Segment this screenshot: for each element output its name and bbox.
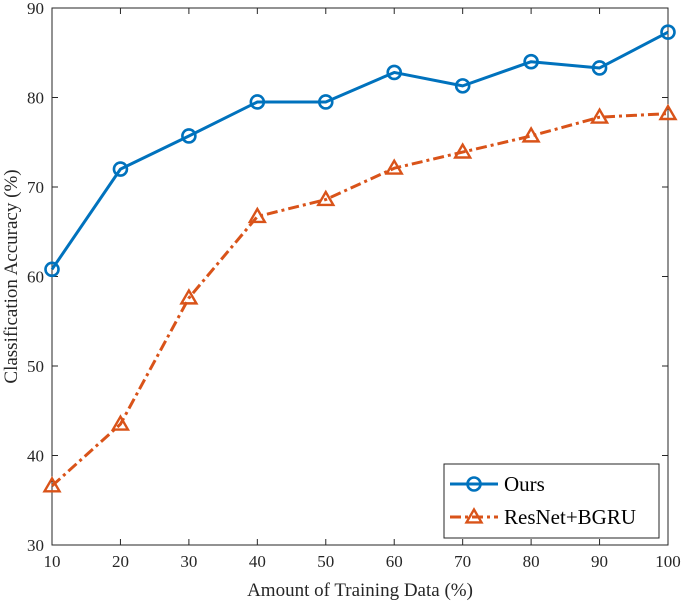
series-line <box>50 112 669 488</box>
legend-label: Ours <box>504 472 545 496</box>
data-point <box>386 64 403 81</box>
y-tick-label: 30 <box>27 536 44 555</box>
data-point <box>181 128 197 144</box>
legend-marker <box>464 507 484 524</box>
data-point <box>453 142 473 159</box>
y-tick-label: 60 <box>27 268 44 287</box>
data-point <box>658 103 678 121</box>
series-resnet-bgru <box>42 103 678 493</box>
series-line <box>50 30 669 271</box>
legend-marker <box>466 476 482 492</box>
legend-item: ResNet+BGRU <box>450 505 636 529</box>
x-axis-label: Amount of Training Data (%) <box>247 580 473 601</box>
x-tick-label: 100 <box>655 552 681 571</box>
data-point <box>247 206 267 224</box>
data-point <box>42 476 62 493</box>
data-point <box>523 53 539 70</box>
data-point <box>589 107 610 124</box>
legend: Ours ResNet+BGRU <box>443 463 660 539</box>
y-axis-label: Classification Accuracy (%) <box>1 169 22 383</box>
y-tick-label: 50 <box>27 357 44 376</box>
data-point <box>660 24 676 40</box>
x-tick-label: 90 <box>591 552 608 571</box>
data-point <box>249 94 266 110</box>
x-tick-label: 40 <box>249 552 266 571</box>
y-tick-label: 80 <box>27 89 44 108</box>
legend-box <box>443 463 660 539</box>
legend-item: Ours <box>450 472 545 496</box>
series-ours <box>44 24 676 278</box>
data-point <box>316 189 336 207</box>
x-tick-label: 70 <box>454 552 471 571</box>
data-point <box>591 60 608 76</box>
x-tick-label: 60 <box>386 552 403 571</box>
data-point <box>317 94 334 110</box>
data-point <box>384 158 404 175</box>
x-tick-label: 10 <box>44 552 61 571</box>
y-tick-label: 90 <box>27 0 44 18</box>
x-tick-label: 30 <box>180 552 197 571</box>
x-tick-label: 80 <box>523 552 540 571</box>
data-point <box>521 126 541 143</box>
data-point <box>179 288 199 305</box>
data-point <box>454 78 471 94</box>
data-point <box>44 261 60 278</box>
legend-label: ResNet+BGRU <box>504 505 636 529</box>
x-tick-label: 50 <box>317 552 334 571</box>
data-point <box>110 414 131 431</box>
y-tick-label: 70 <box>27 178 44 197</box>
x-tick-label: 20 <box>112 552 129 571</box>
y-tick-label: 40 <box>27 447 44 466</box>
data-point <box>112 161 129 177</box>
